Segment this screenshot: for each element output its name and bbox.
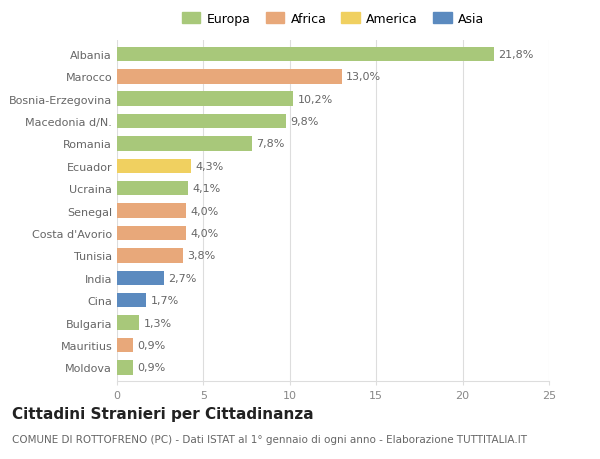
Bar xyxy=(117,114,286,129)
Bar xyxy=(117,293,146,308)
Text: 4,1%: 4,1% xyxy=(192,184,220,194)
Text: 4,0%: 4,0% xyxy=(190,229,218,239)
Text: 1,7%: 1,7% xyxy=(151,296,179,306)
Text: 9,8%: 9,8% xyxy=(290,117,319,127)
Text: 3,8%: 3,8% xyxy=(187,251,215,261)
Text: 0,9%: 0,9% xyxy=(137,363,165,373)
Text: 21,8%: 21,8% xyxy=(498,50,533,60)
Text: 0,9%: 0,9% xyxy=(137,340,165,350)
Bar xyxy=(117,249,182,263)
Bar xyxy=(117,204,186,218)
Legend: Europa, Africa, America, Asia: Europa, Africa, America, Asia xyxy=(179,10,487,28)
Bar xyxy=(117,181,188,196)
Text: 13,0%: 13,0% xyxy=(346,72,381,82)
Bar xyxy=(117,137,252,151)
Bar xyxy=(117,47,494,62)
Bar xyxy=(117,271,164,285)
Text: 10,2%: 10,2% xyxy=(298,95,333,104)
Text: COMUNE DI ROTTOFRENO (PC) - Dati ISTAT al 1° gennaio di ogni anno - Elaborazione: COMUNE DI ROTTOFRENO (PC) - Dati ISTAT a… xyxy=(12,434,527,444)
Text: Cittadini Stranieri per Cittadinanza: Cittadini Stranieri per Cittadinanza xyxy=(12,406,314,421)
Bar xyxy=(117,92,293,106)
Bar xyxy=(117,338,133,353)
Text: 1,3%: 1,3% xyxy=(144,318,172,328)
Bar xyxy=(117,316,139,330)
Text: 4,0%: 4,0% xyxy=(190,206,218,216)
Bar xyxy=(117,226,186,241)
Bar xyxy=(117,159,191,174)
Bar xyxy=(117,70,341,84)
Text: 7,8%: 7,8% xyxy=(256,139,284,149)
Text: 4,3%: 4,3% xyxy=(196,162,224,172)
Bar xyxy=(117,360,133,375)
Text: 2,7%: 2,7% xyxy=(168,273,196,283)
